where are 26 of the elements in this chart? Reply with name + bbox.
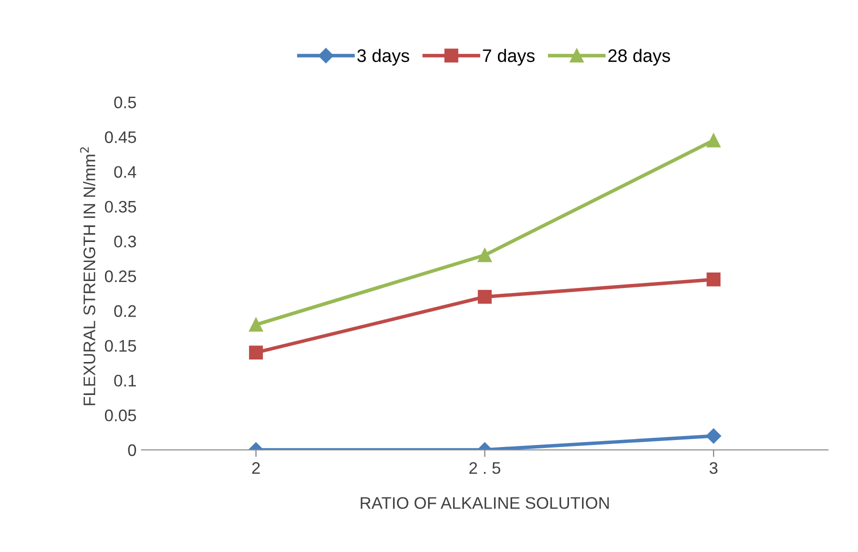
x-tick-label: 2 . 5 [469,462,500,474]
point [249,318,263,332]
y-tick-label: 0.25 [104,270,136,282]
legend-label: 3 days [357,48,410,66]
x-tick-label: 3 [710,462,718,474]
point [478,248,492,262]
y-tick-label: 0.4 [114,166,136,178]
y-tick-label: 0.45 [104,131,136,144]
y-tick-label: 0.1 [114,374,136,387]
y-tick-label: 0.05 [104,410,136,422]
x-axis-title: RATIO OF ALKALINE SOLUTION [360,497,609,509]
y-tick-label: 0.2 [114,305,136,317]
x-tick-label: 2 [252,462,260,474]
y-tick-label: 0 [128,444,136,456]
point [249,346,263,360]
legend-label: 28 days [608,48,670,66]
y-axis-title: FLEXURAL STRENGTH IN N/mm$^{2}$ [80,147,96,406]
y-tick-label: 0.5 [114,96,136,108]
point [706,428,722,444]
point [478,290,492,304]
point [706,272,721,286]
y-tick-label: 0.3 [114,236,136,248]
point [706,133,721,148]
legend-label: 7 days [482,48,535,66]
y-tick-label: 0.15 [104,340,136,352]
y-tick-label: 0.35 [104,200,136,213]
